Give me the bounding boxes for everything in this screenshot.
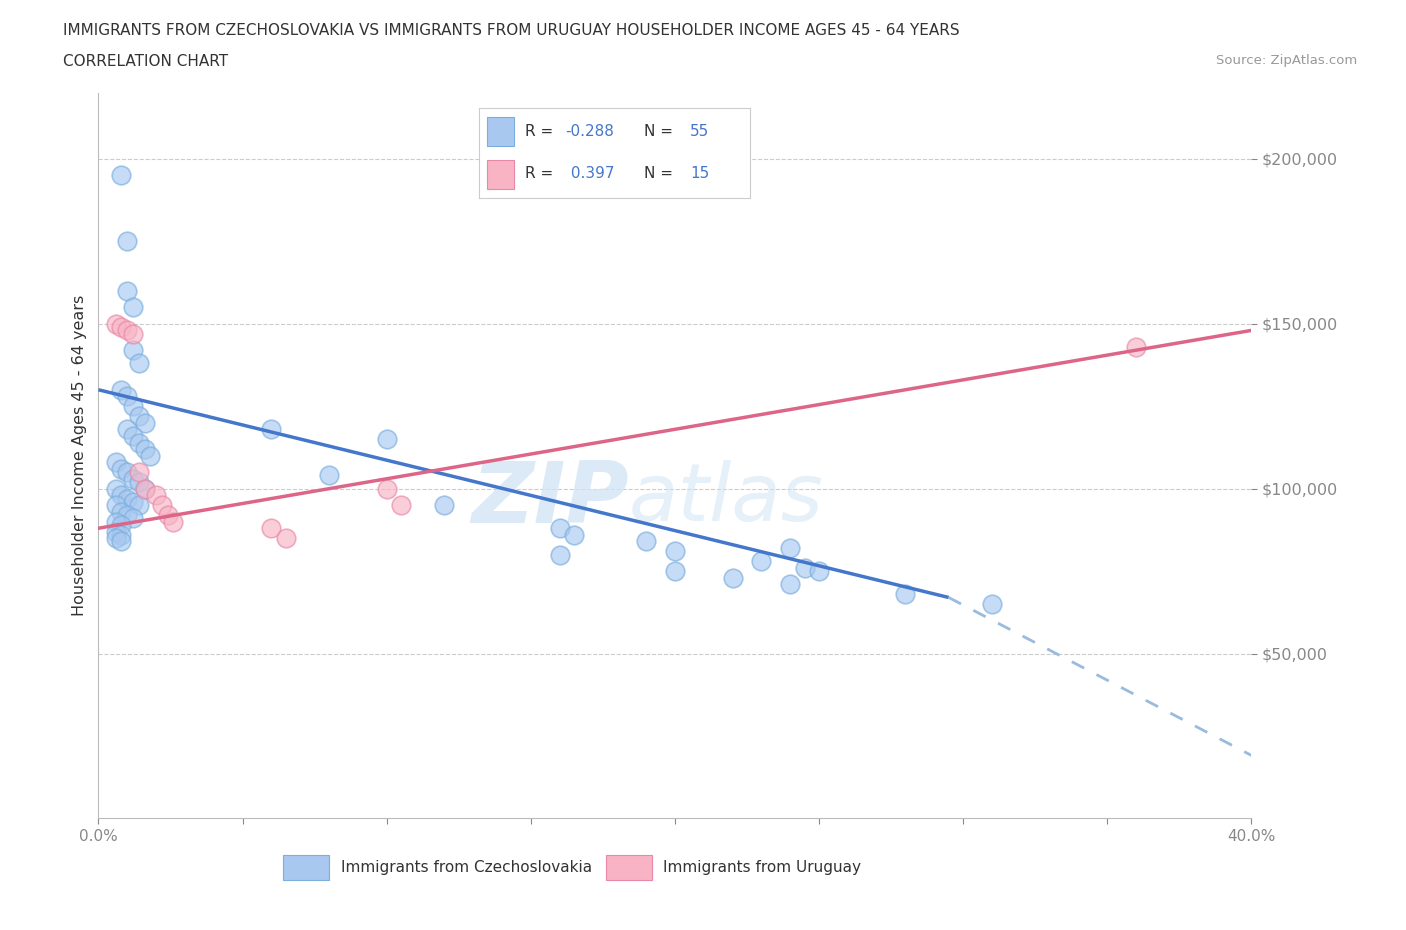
Text: Immigrants from Uruguay: Immigrants from Uruguay xyxy=(664,860,862,875)
Point xyxy=(117,465,139,480)
Point xyxy=(122,343,145,358)
Point xyxy=(145,488,167,503)
Point xyxy=(122,326,145,341)
Point xyxy=(1125,339,1147,354)
Point xyxy=(260,521,283,536)
Point xyxy=(389,498,412,512)
Point xyxy=(751,553,773,568)
Point xyxy=(318,468,340,483)
Point xyxy=(779,577,801,591)
Point xyxy=(433,498,456,512)
Point xyxy=(134,416,156,431)
Point xyxy=(122,511,145,525)
Point xyxy=(104,498,127,512)
Point xyxy=(808,564,831,578)
Point xyxy=(110,504,132,519)
Point xyxy=(128,498,150,512)
Point xyxy=(156,508,179,523)
Point xyxy=(548,521,571,536)
Point xyxy=(110,382,132,397)
Point xyxy=(150,498,173,512)
Point xyxy=(548,547,571,562)
Point xyxy=(260,422,283,437)
Point xyxy=(128,474,150,489)
FancyBboxPatch shape xyxy=(283,855,329,880)
Point xyxy=(274,531,297,546)
Point xyxy=(122,399,145,414)
Text: Immigrants from Czechoslovakia: Immigrants from Czechoslovakia xyxy=(340,860,592,875)
Point xyxy=(793,561,815,576)
FancyBboxPatch shape xyxy=(606,855,652,880)
Point xyxy=(134,481,156,496)
Point xyxy=(375,432,398,446)
Point xyxy=(104,514,127,529)
Point xyxy=(110,488,132,503)
Point xyxy=(104,481,127,496)
Point xyxy=(122,299,145,314)
Point xyxy=(128,408,150,423)
Point xyxy=(117,491,139,506)
Point xyxy=(110,168,132,183)
Point xyxy=(117,508,139,523)
Point xyxy=(104,531,127,546)
Point xyxy=(128,465,150,480)
Point xyxy=(117,389,139,404)
Point xyxy=(110,517,132,532)
Point xyxy=(117,422,139,437)
Point xyxy=(664,564,686,578)
Point xyxy=(117,323,139,338)
Point xyxy=(981,597,1004,612)
Point xyxy=(110,527,132,542)
Point xyxy=(128,435,150,450)
Text: Source: ZipAtlas.com: Source: ZipAtlas.com xyxy=(1216,54,1357,67)
Y-axis label: Householder Income Ages 45 - 64 years: Householder Income Ages 45 - 64 years xyxy=(72,295,87,617)
Point xyxy=(134,442,156,457)
Point xyxy=(894,587,917,602)
Point xyxy=(122,495,145,510)
Point xyxy=(117,234,139,249)
Point xyxy=(779,540,801,555)
Point xyxy=(104,316,127,331)
Point xyxy=(134,481,156,496)
Point xyxy=(104,525,127,539)
Text: IMMIGRANTS FROM CZECHOSLOVAKIA VS IMMIGRANTS FROM URUGUAY HOUSEHOLDER INCOME AGE: IMMIGRANTS FROM CZECHOSLOVAKIA VS IMMIGR… xyxy=(63,23,960,38)
Point xyxy=(122,472,145,486)
Text: atlas: atlas xyxy=(628,460,824,538)
Point xyxy=(110,320,132,335)
Point xyxy=(375,481,398,496)
Point xyxy=(562,527,585,542)
Point xyxy=(110,461,132,476)
Point xyxy=(128,356,150,371)
Point xyxy=(664,544,686,559)
Point xyxy=(110,534,132,549)
Point xyxy=(122,429,145,444)
Point xyxy=(104,455,127,470)
Text: CORRELATION CHART: CORRELATION CHART xyxy=(63,54,228,69)
Text: ZIP: ZIP xyxy=(471,458,628,540)
Point xyxy=(721,570,744,585)
Point xyxy=(117,284,139,299)
Point xyxy=(162,514,184,529)
Point xyxy=(636,534,658,549)
Point xyxy=(139,448,162,463)
